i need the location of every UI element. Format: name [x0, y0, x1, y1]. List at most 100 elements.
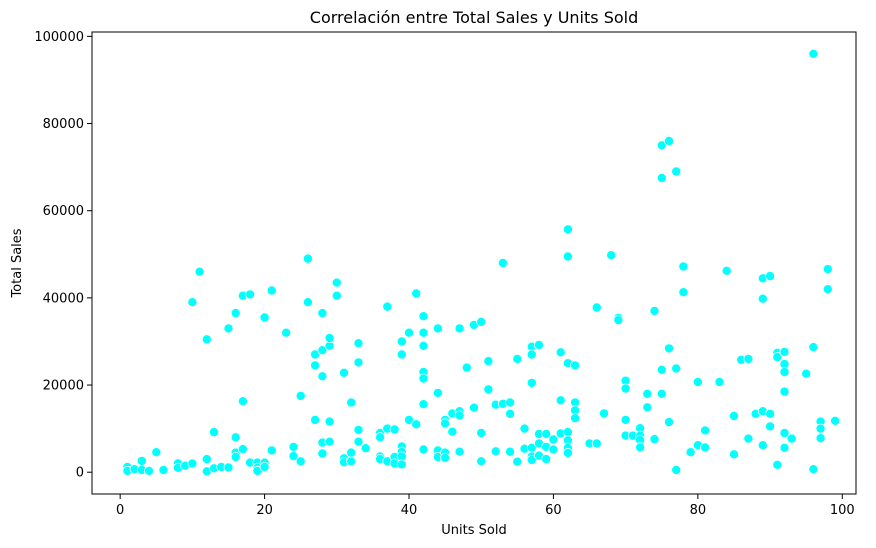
data-point — [375, 432, 386, 443]
data-point — [338, 367, 349, 378]
data-point — [562, 427, 573, 438]
y-tick-label: 80000 — [43, 117, 84, 132]
data-point — [779, 442, 790, 453]
data-point — [815, 423, 826, 434]
data-point — [801, 368, 812, 379]
data-point — [483, 356, 494, 367]
data-point — [331, 277, 342, 288]
data-point — [656, 172, 667, 183]
data-point — [729, 449, 740, 460]
data-point — [440, 452, 451, 463]
data-point — [562, 224, 573, 235]
data-point — [822, 284, 833, 295]
data-point — [656, 364, 667, 375]
data-point — [656, 388, 667, 399]
data-point — [555, 347, 566, 358]
data-point — [418, 373, 429, 384]
data-point — [310, 414, 321, 425]
data-point — [143, 465, 154, 476]
data-point — [772, 459, 783, 470]
data-point — [310, 349, 321, 360]
data-point — [403, 327, 414, 338]
data-point — [808, 464, 819, 475]
data-point — [642, 402, 653, 413]
data-point — [151, 447, 162, 458]
data-point — [432, 323, 443, 334]
data-point — [779, 346, 790, 357]
data-point — [440, 418, 451, 429]
data-point — [512, 456, 523, 467]
data-point — [237, 396, 248, 407]
y-axis: 0 20000 40000 60000 80000 100000 — [34, 30, 92, 481]
data-point — [302, 253, 313, 264]
data-point — [786, 433, 797, 444]
data-point — [779, 427, 790, 438]
data-point — [505, 408, 516, 419]
data-point — [664, 343, 675, 354]
data-point — [772, 352, 783, 363]
data-point — [548, 444, 559, 455]
data-point — [223, 323, 234, 334]
data-point — [382, 301, 393, 312]
data-point — [620, 383, 631, 394]
data-point — [822, 264, 833, 275]
data-point — [700, 442, 711, 453]
data-point — [353, 338, 364, 349]
data-point — [519, 423, 530, 434]
data-point — [635, 442, 646, 453]
data-point — [396, 349, 407, 360]
data-point — [346, 456, 357, 467]
x-tick-label: 60 — [545, 503, 562, 518]
x-axis-label: Units Sold — [441, 523, 506, 538]
data-point — [808, 342, 819, 353]
data-point — [671, 166, 682, 177]
data-point — [245, 289, 256, 300]
data-point — [570, 413, 581, 424]
data-point — [620, 414, 631, 425]
data-point — [664, 417, 675, 428]
data-point — [476, 316, 487, 327]
data-point — [411, 288, 422, 299]
data-point — [230, 451, 241, 462]
data-point — [418, 399, 429, 410]
data-point — [201, 454, 212, 465]
data-point — [599, 408, 610, 419]
data-point — [418, 327, 429, 338]
x-tick-label: 40 — [401, 503, 418, 518]
data-point — [606, 250, 617, 261]
data-point — [454, 410, 465, 421]
data-point — [324, 332, 335, 343]
data-point — [562, 447, 573, 458]
data-point — [830, 415, 841, 426]
data-point — [266, 445, 277, 456]
data-point — [302, 297, 313, 308]
data-point — [779, 366, 790, 377]
data-point — [476, 456, 487, 467]
data-point — [346, 397, 357, 408]
data-point — [678, 287, 689, 298]
data-point — [555, 395, 566, 406]
data-point — [447, 426, 458, 437]
data-point — [505, 397, 516, 408]
data-point — [743, 433, 754, 444]
plot-frame — [91, 31, 857, 495]
data-point — [700, 425, 711, 436]
data-point — [411, 419, 422, 430]
data-point — [779, 386, 790, 397]
data-point — [526, 349, 537, 360]
data-point — [526, 377, 537, 388]
data-point — [259, 312, 270, 323]
x-tick-label: 0 — [116, 503, 124, 518]
data-point — [613, 315, 624, 326]
data-point — [526, 454, 537, 465]
data-point — [765, 271, 776, 282]
data-point — [353, 357, 364, 368]
data-point — [331, 290, 342, 301]
data-point — [295, 456, 306, 467]
data-point — [317, 308, 328, 319]
data-point — [642, 388, 653, 399]
data-point — [310, 360, 321, 371]
data-point — [490, 446, 501, 457]
data-point — [570, 360, 581, 371]
